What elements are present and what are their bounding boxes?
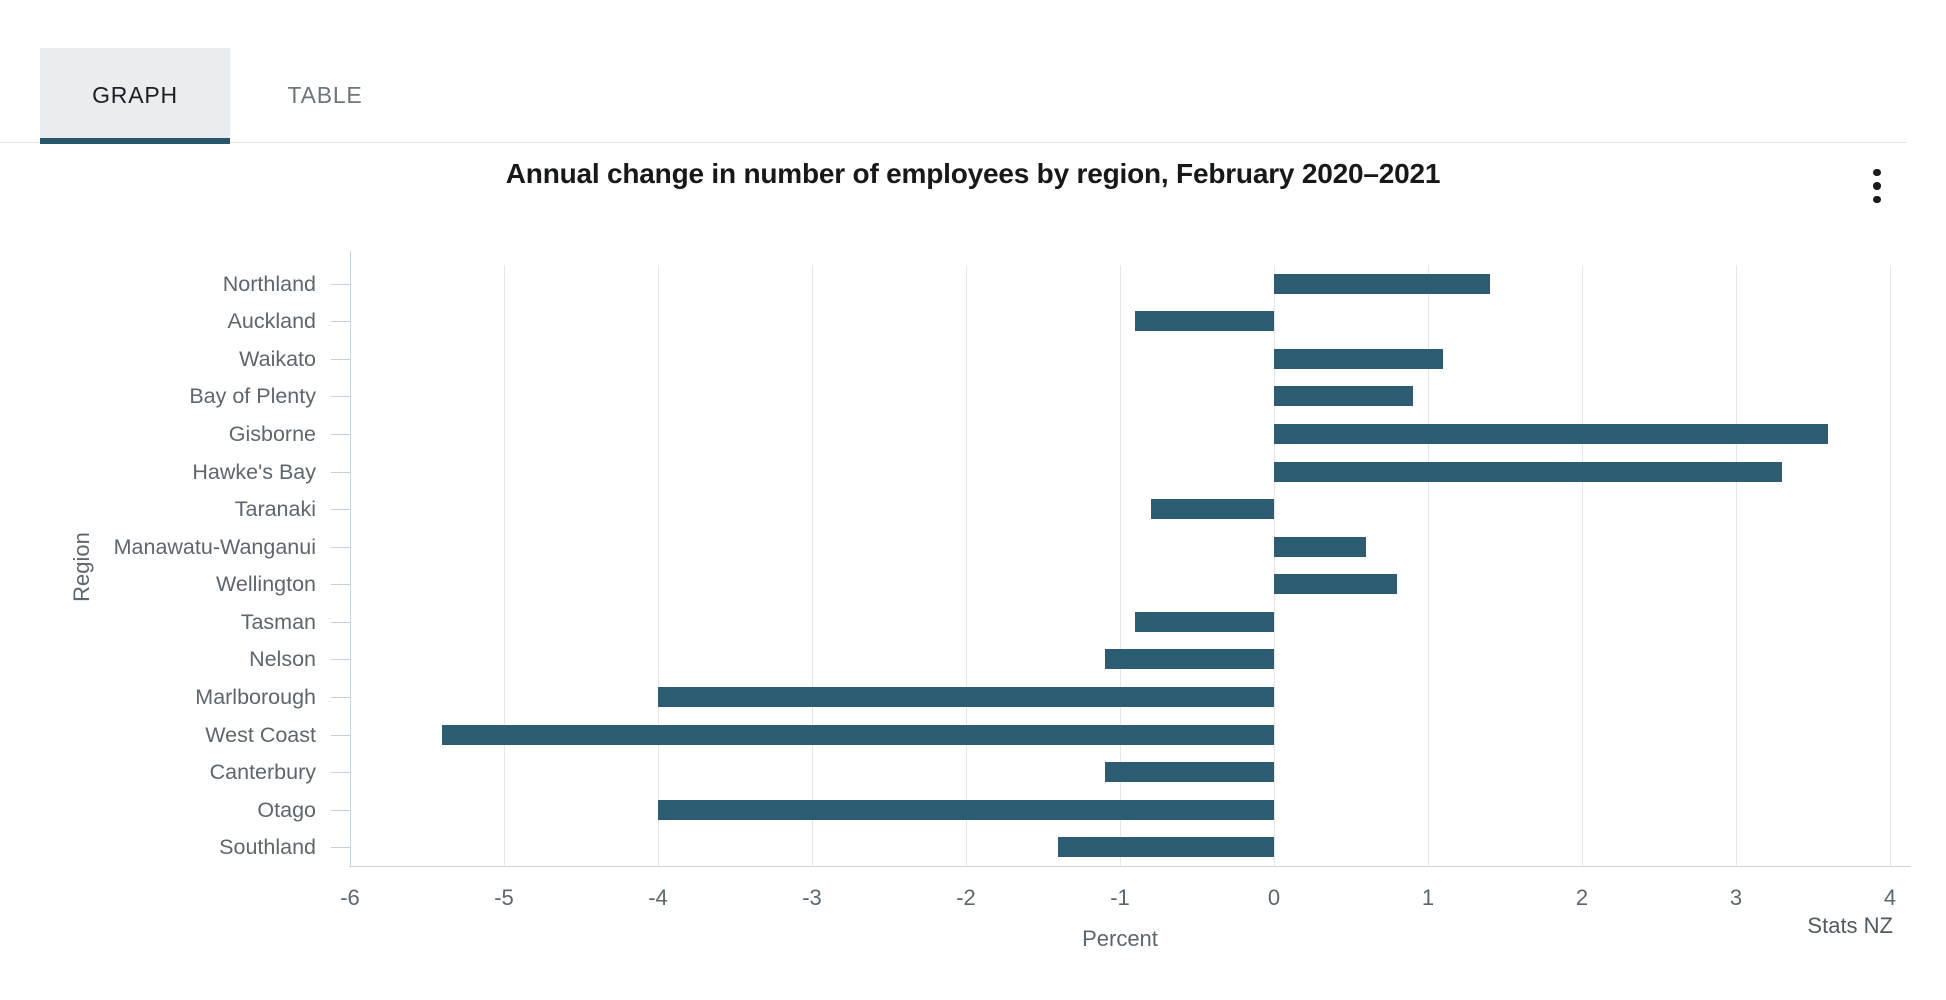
y-axis-tick	[331, 509, 350, 511]
gridline	[966, 265, 967, 866]
x-tick-label: 3	[1729, 885, 1743, 910]
bar-waikato[interactable]	[1274, 348, 1444, 369]
tab-bar: GRAPH TABLE	[0, 48, 1906, 144]
y-axis-tick	[331, 546, 350, 548]
y-axis-tick	[331, 772, 350, 774]
x-axis-line	[349, 866, 1911, 867]
bar-tasman[interactable]	[1135, 611, 1274, 632]
category-label-bay-of-plenty: Bay of Plenty	[189, 384, 316, 409]
bar-hawke-s-bay[interactable]	[1274, 461, 1783, 482]
x-tick-label: 2	[1575, 885, 1589, 910]
kebab-dot-icon	[1873, 168, 1881, 177]
bar-otago[interactable]	[658, 799, 1274, 820]
category-label-canterbury: Canterbury	[209, 760, 316, 785]
category-label-wellington: Wellington	[216, 572, 316, 597]
category-label-southland: Southland	[219, 835, 316, 860]
x-tick-label: 4	[1883, 885, 1897, 910]
category-label-west-coast: West Coast	[205, 722, 316, 747]
x-tick-label: -1	[1110, 885, 1130, 910]
y-axis-tick	[331, 471, 350, 473]
x-tick-label: 0	[1267, 885, 1281, 910]
bar-manawatu-wanganui[interactable]	[1274, 536, 1367, 557]
x-tick-label: -3	[802, 885, 822, 910]
tab-graph-label: GRAPH	[92, 82, 178, 108]
y-axis-tick	[331, 809, 350, 811]
y-axis-tick	[331, 321, 350, 323]
source-attribution: Stats NZ	[1807, 913, 1893, 938]
bar-nelson[interactable]	[1104, 649, 1274, 670]
y-axis-tick	[331, 283, 350, 285]
gridline	[1274, 265, 1275, 866]
x-tick-label: -6	[340, 885, 360, 910]
kebab-dot-icon	[1873, 182, 1881, 190]
kebab-menu-button[interactable]	[1860, 160, 1894, 212]
category-label-manawatu-wanganui: Manawatu-Wanganui	[113, 534, 316, 559]
category-label-waikato: Waikato	[239, 346, 316, 371]
y-axis-tick	[331, 621, 350, 623]
category-label-auckland: Auckland	[227, 309, 316, 334]
tab-graph[interactable]: GRAPH	[40, 48, 230, 144]
category-label-nelson: Nelson	[249, 647, 316, 672]
gridline	[504, 265, 505, 866]
gridline	[658, 265, 659, 866]
bar-marlborough[interactable]	[658, 686, 1274, 707]
x-axis-title: Percent	[1082, 926, 1158, 951]
gridline	[1582, 265, 1583, 866]
category-label-tasman: Tasman	[240, 609, 316, 634]
category-label-northland: Northland	[222, 271, 316, 296]
bar-west-coast[interactable]	[442, 724, 1274, 745]
y-axis-tick	[331, 358, 350, 360]
category-label-gisborne: Gisborne	[228, 422, 316, 447]
bar-auckland[interactable]	[1135, 311, 1274, 332]
y-axis-tick	[331, 659, 350, 661]
bar-northland[interactable]	[1274, 273, 1490, 294]
y-axis-tick	[331, 734, 350, 736]
x-tick-label: -5	[494, 885, 514, 910]
category-label-marlborough: Marlborough	[195, 684, 316, 709]
bar-taranaki[interactable]	[1150, 499, 1274, 520]
bar-canterbury[interactable]	[1104, 762, 1274, 783]
bar-southland[interactable]	[1058, 837, 1274, 858]
y-axis-tick	[331, 396, 350, 398]
category-label-taranaki: Taranaki	[234, 497, 316, 522]
category-label-hawke-s-bay: Hawke's Bay	[192, 459, 316, 484]
x-tick-label: -2	[956, 885, 976, 910]
x-tick-label: 1	[1421, 885, 1435, 910]
y-axis-tick	[331, 434, 350, 436]
x-tick-label: -4	[648, 885, 668, 910]
bar-wellington[interactable]	[1274, 574, 1398, 595]
gridline	[1736, 265, 1737, 866]
y-axis-line	[350, 251, 351, 866]
y-axis-tick	[331, 847, 350, 849]
gridline	[1120, 265, 1121, 866]
gridline	[812, 265, 813, 866]
kebab-dot-icon	[1873, 195, 1881, 204]
bar-bay-of-plenty[interactable]	[1274, 386, 1413, 407]
chart-title: Annual change in number of employees by …	[505, 158, 1441, 189]
category-label-otago: Otago	[257, 797, 316, 822]
gridline	[1428, 265, 1429, 866]
y-axis-tick	[331, 696, 350, 698]
gridline	[1890, 265, 1891, 866]
tab-table-label: TABLE	[287, 82, 363, 108]
tab-table[interactable]: TABLE	[230, 48, 420, 143]
bar-gisborne[interactable]	[1274, 424, 1829, 445]
y-axis-tick	[331, 584, 350, 586]
